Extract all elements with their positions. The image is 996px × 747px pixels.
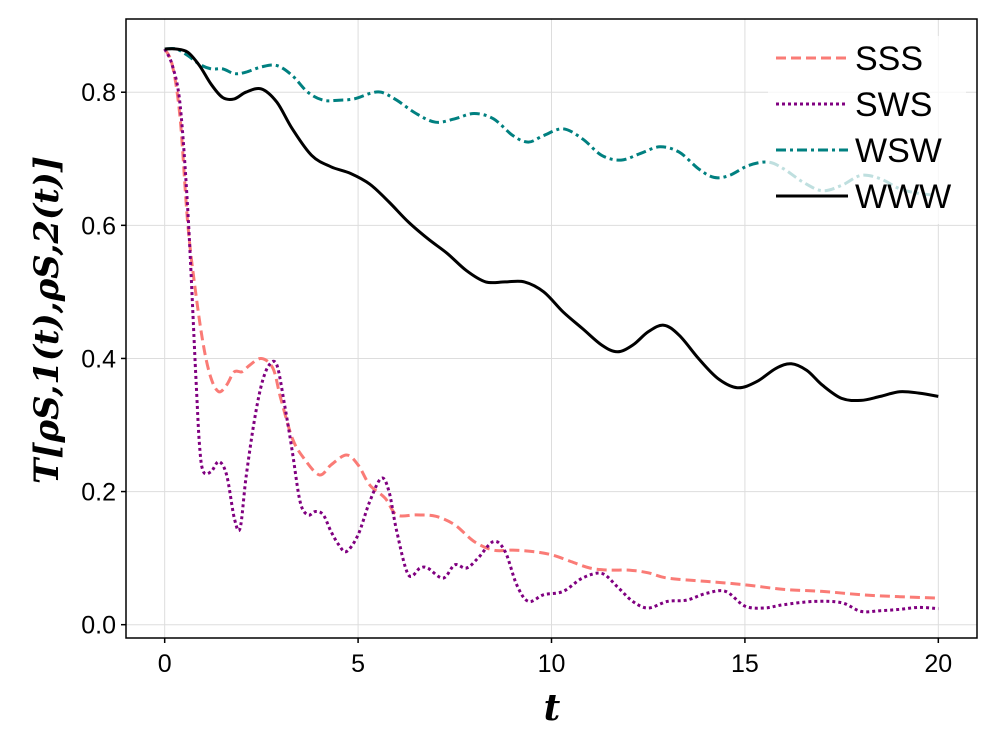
y-tick-label: 0.0 (81, 612, 116, 640)
legend: SSS SWS WSW WWW (768, 36, 966, 224)
legend-label: WWW (855, 178, 951, 216)
legend-label: WSW (855, 132, 942, 170)
y-tick-label: 0.2 (81, 479, 116, 507)
x-tick-label: 20 (924, 650, 952, 678)
ticks: 0 5 10 15 20 0.0 0.2 0.4 0.6 0.8 (81, 79, 952, 678)
series-line-sws (163, 48, 939, 614)
x-tick-label: 10 (538, 650, 566, 678)
y-axis-title: T[ρS,1(t),ρS,2(t)] (27, 156, 67, 484)
x-axis-title: t (544, 687, 561, 729)
x-tick-label: 15 (731, 650, 759, 678)
legend-label: SWS (855, 86, 932, 124)
legend-box (768, 36, 966, 224)
y-tick-label: 0.4 (81, 345, 116, 373)
x-tick-label: 5 (351, 650, 365, 678)
series-line-sss (163, 48, 939, 600)
y-tick-label: 0.8 (81, 79, 116, 107)
series-layer (163, 46, 939, 614)
legend-label: SSS (855, 40, 923, 78)
series-line-www (164, 47, 939, 403)
y-tick-label: 0.6 (81, 212, 116, 240)
x-tick-label: 0 (158, 650, 172, 678)
